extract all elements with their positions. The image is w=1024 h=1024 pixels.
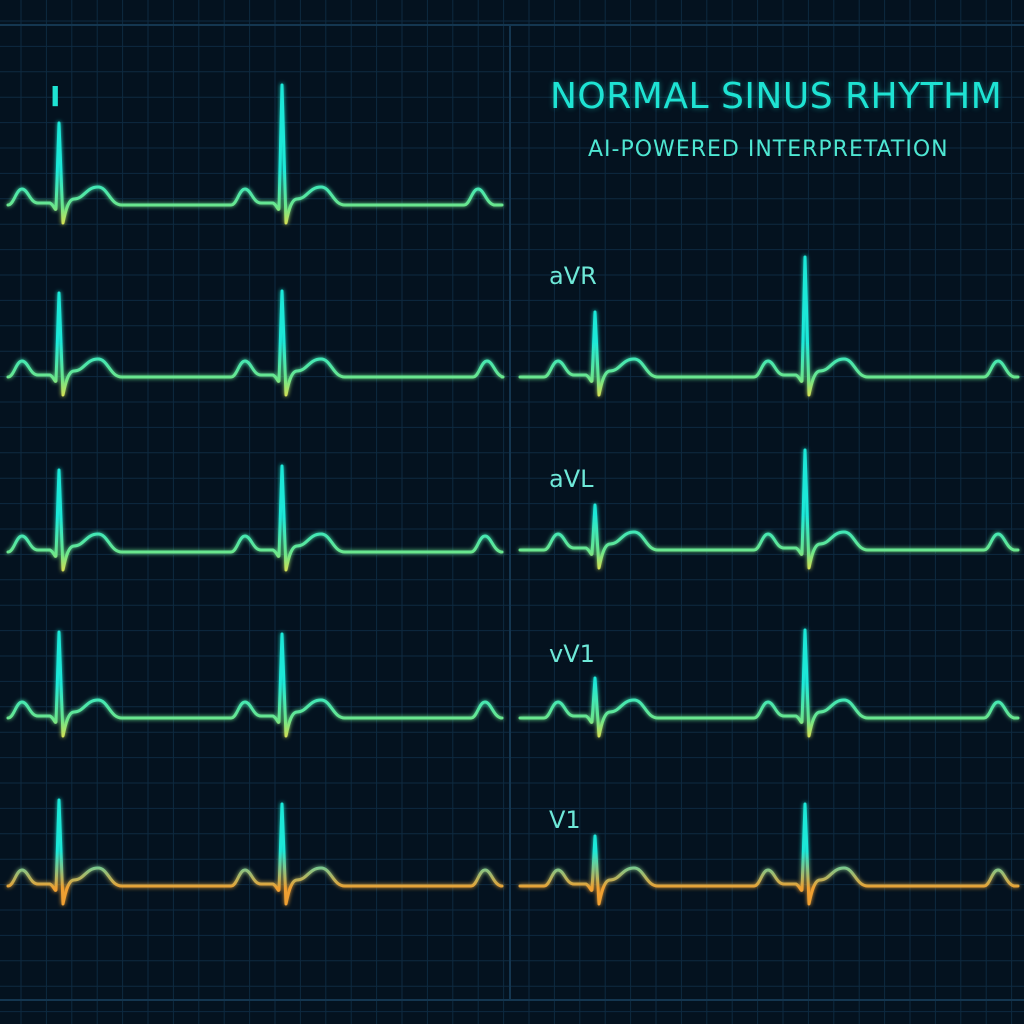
lead-label-v1: V1	[549, 806, 581, 834]
lead-label-avl: aVL	[549, 465, 594, 493]
lead-label-i: I	[50, 80, 61, 113]
trace-lead-avr	[518, 255, 1020, 397]
lead-label-avr: aVR	[549, 262, 597, 290]
trace-lead-v	[6, 798, 504, 906]
trace-lead-i	[6, 83, 504, 225]
trace-lead-avl	[518, 448, 1020, 570]
trace-lead-v1	[518, 802, 1020, 906]
trace-lead-iii	[6, 464, 504, 572]
lead-label-vv1: vV1	[549, 640, 595, 668]
trace-lead-vv1	[518, 628, 1020, 738]
trace-lead-ii	[6, 289, 505, 397]
trace-lead-iv	[6, 630, 504, 738]
rhythm-title: NORMAL SINUS RHYTHM	[550, 76, 1003, 117]
rhythm-subtitle: AI-POWERED INTERPRETATION	[588, 137, 949, 162]
